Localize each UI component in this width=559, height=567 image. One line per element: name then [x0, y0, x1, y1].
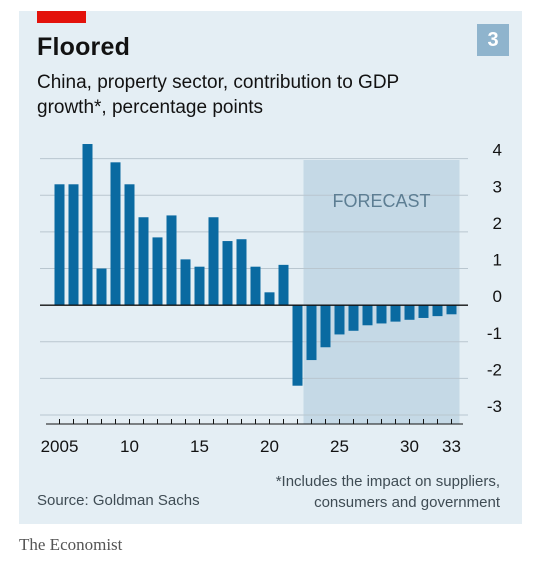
- bar: [152, 237, 163, 306]
- bar: [376, 305, 387, 324]
- y-tick-label: 3: [493, 177, 502, 196]
- bar: [236, 239, 247, 306]
- y-tick-label: 4: [493, 141, 502, 160]
- bar: [96, 268, 107, 306]
- bar: [124, 184, 135, 306]
- bar: [432, 305, 443, 317]
- bar: [110, 162, 121, 306]
- bar: [404, 305, 415, 320]
- brand-accent-bar: [37, 11, 86, 23]
- y-tick-label: -1: [487, 324, 502, 343]
- forecast-label: FORECAST: [332, 191, 430, 211]
- bar: [390, 305, 401, 322]
- publisher-credit: The Economist: [19, 535, 123, 554]
- chart-title: Floored: [37, 33, 131, 61]
- y-tick-label: 2: [493, 214, 502, 233]
- y-tick-label: 1: [493, 251, 502, 270]
- x-tick-label: 15: [190, 437, 209, 456]
- chart-subtitle: China, property sector, contribution to …: [37, 72, 399, 118]
- bar: [278, 264, 289, 306]
- bar: [418, 305, 429, 318]
- bar: [138, 217, 149, 306]
- bar: [194, 266, 205, 306]
- bar: [306, 305, 317, 361]
- bar: [68, 184, 79, 306]
- bar: [264, 292, 275, 306]
- bar: [208, 217, 219, 306]
- bar: [222, 241, 233, 306]
- x-tick-label: 10: [120, 437, 139, 456]
- x-tick-label: 33: [442, 437, 461, 456]
- y-tick-label: -2: [487, 360, 502, 379]
- bar: [180, 259, 191, 306]
- bar: [166, 215, 177, 306]
- y-tick-label: -3: [487, 397, 502, 416]
- x-tick-label: 20: [260, 437, 279, 456]
- bar: [54, 184, 65, 306]
- y-tick-label: 0: [493, 287, 502, 306]
- bar: [348, 305, 359, 331]
- x-tick-label: 2005: [41, 437, 79, 456]
- bar: [82, 144, 93, 306]
- bar: [362, 305, 373, 326]
- bar: [292, 305, 303, 386]
- x-tick-label: 30: [400, 437, 419, 456]
- bar: [250, 266, 261, 306]
- source-note: Source: Goldman Sachs: [37, 492, 200, 509]
- bar: [446, 305, 457, 315]
- chart-number-badge: 3: [477, 24, 509, 56]
- x-tick-label: 25: [330, 437, 349, 456]
- footnote: *Includes the impact on suppliers, consu…: [275, 473, 500, 511]
- forecast-shading: [303, 160, 460, 424]
- bar: [320, 305, 331, 348]
- bar: [334, 305, 345, 335]
